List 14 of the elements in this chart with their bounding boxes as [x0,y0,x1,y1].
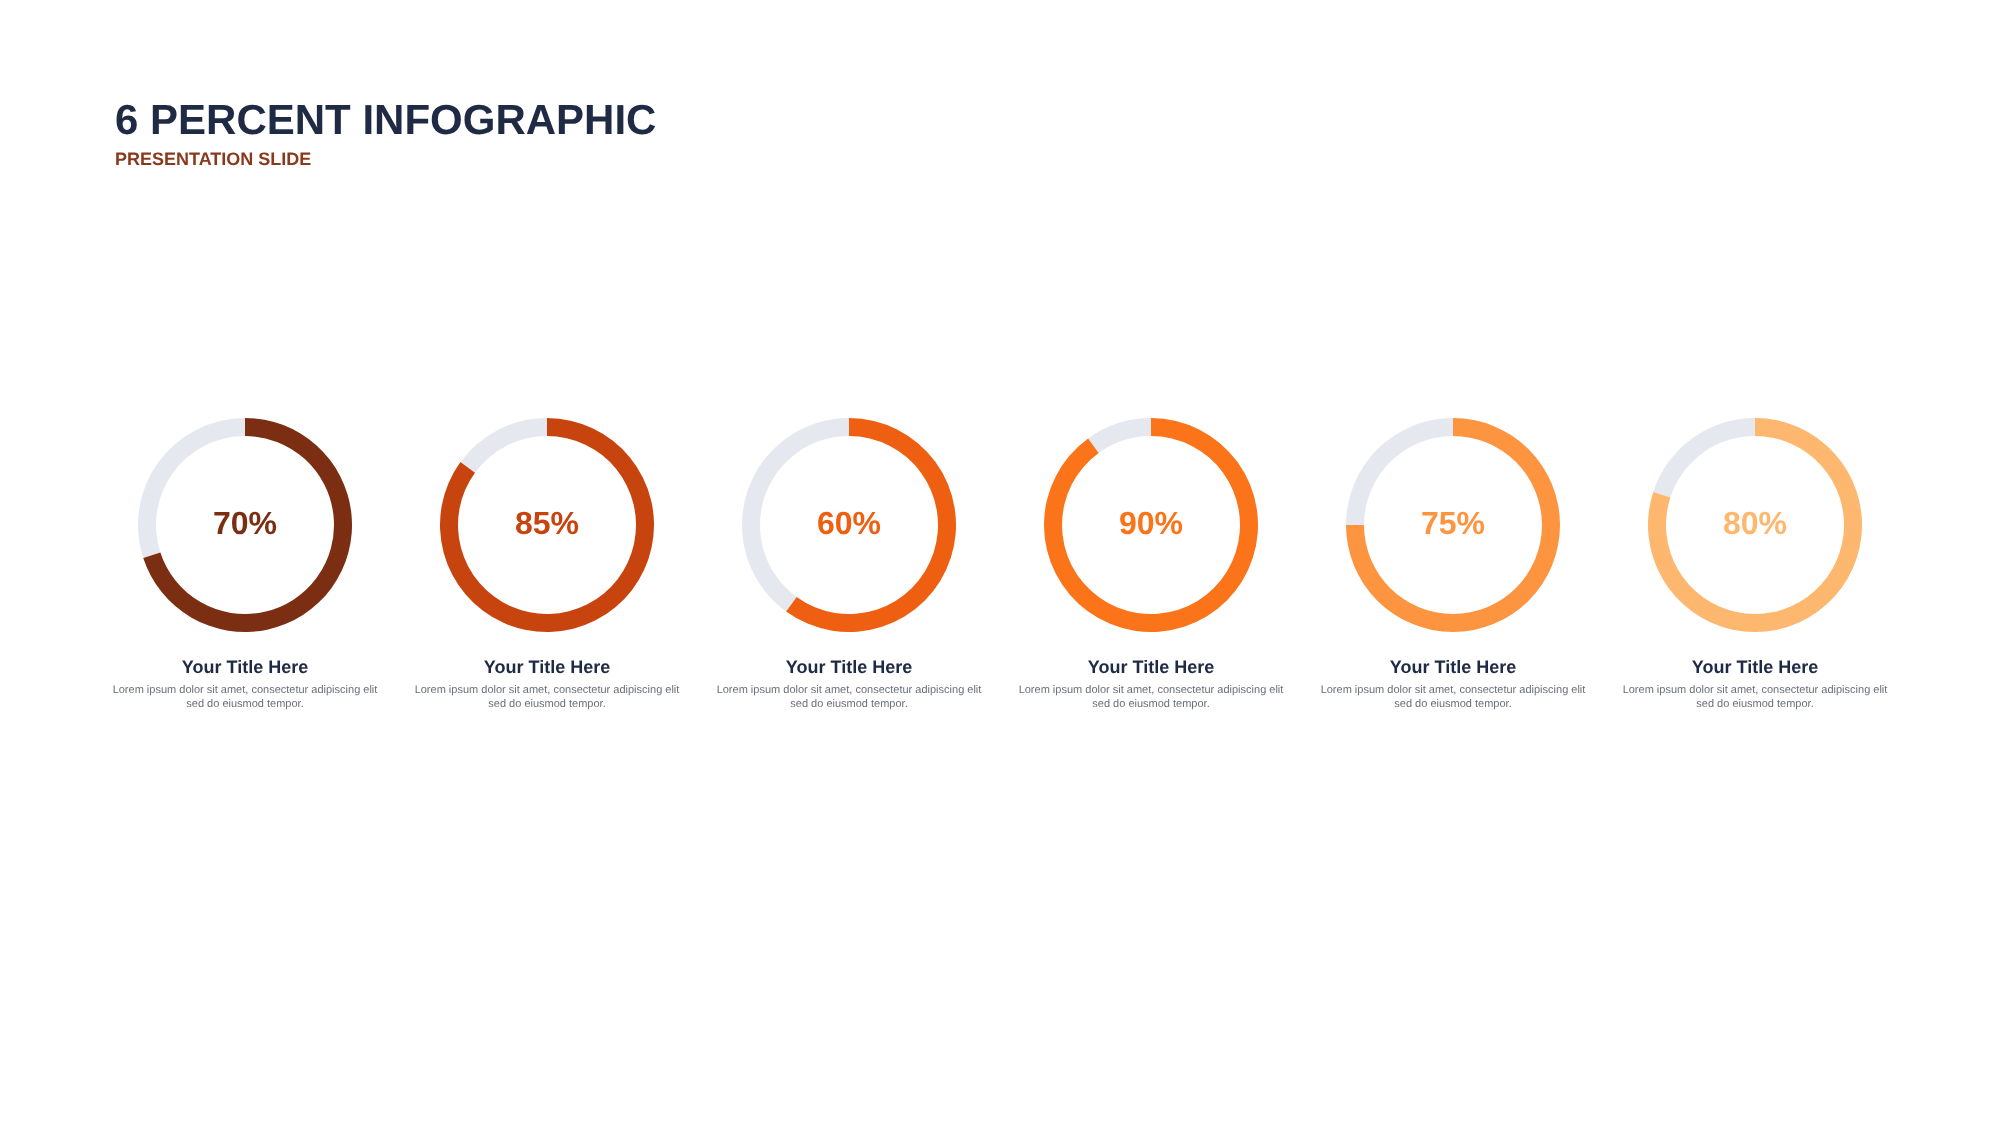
data-label: 80% [1722,508,1788,542]
text: Your Title Here [181,657,309,677]
text: Your Title Here [785,657,913,677]
data-label: 60% [816,508,882,542]
text: 6 PERCENT INFOGRAPHIC [115,98,657,144]
text: Your Title Here [1691,657,1819,677]
data-label: 90% [1118,508,1184,542]
text: Your Title Here [483,657,611,677]
text: PRESENTATION SLIDE [115,149,312,169]
text: Your Title Here [1087,657,1215,677]
text: Your Title Here [1389,657,1517,677]
data-label: 85% [514,508,580,542]
data-label: 75% [1420,508,1486,542]
data-label: 70% [212,508,278,542]
